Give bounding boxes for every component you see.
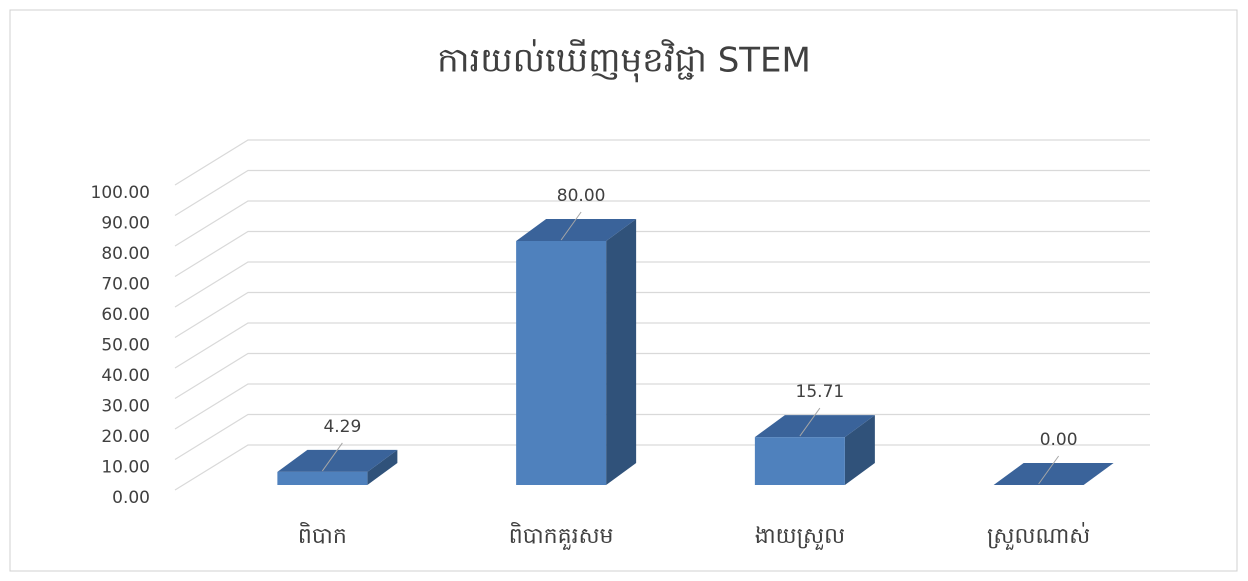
data-label: 15.71	[796, 382, 845, 402]
x-tick-label: ស្រួលណាស់	[987, 522, 1090, 550]
leader-line	[1038, 455, 1060, 485]
data-label: 80.00	[557, 186, 606, 206]
chart-title: ការយល់ឃើញមុខវិជ្ជា STEM	[437, 39, 811, 83]
grid-line	[174, 200, 1150, 247]
y-tick-label: 90.00	[101, 214, 150, 234]
grid-line	[174, 352, 1150, 400]
bar-front	[516, 241, 607, 485]
grid-line	[174, 291, 1150, 339]
bar-front	[754, 437, 845, 485]
y-tick-label: 60.00	[101, 305, 150, 325]
bar-top	[993, 463, 1114, 485]
bar-side	[844, 415, 875, 485]
y-tick-label: 50.00	[101, 336, 150, 356]
grid-line	[174, 383, 1150, 430]
bar	[754, 415, 875, 485]
y-tick-label: 30.00	[101, 397, 150, 417]
leader-line	[560, 211, 582, 241]
grid-line	[174, 230, 1150, 278]
bar	[993, 463, 1114, 485]
x-tick-label: ពិបាកគួរសម	[509, 522, 614, 550]
leader-line	[799, 407, 821, 437]
bar-side	[606, 219, 637, 485]
y-tick-label: 20.00	[101, 427, 150, 447]
bar-top	[516, 219, 637, 241]
data-label: 4.29	[323, 417, 361, 437]
grid-line	[174, 261, 1150, 308]
x-tick-label: ពិបាក	[298, 522, 347, 549]
y-tick-label: 70.00	[101, 275, 150, 295]
bar-front	[277, 471, 368, 485]
grid-line	[174, 169, 1150, 217]
data-label: 0.00	[1040, 430, 1078, 450]
bar-top	[277, 449, 398, 472]
grid-line	[174, 322, 1150, 369]
bar-side	[367, 449, 398, 485]
leader-line	[321, 442, 343, 472]
y-tick-label: 100.00	[91, 183, 150, 203]
y-tick-label: 0.00	[112, 488, 150, 508]
bar-top	[754, 415, 875, 438]
bar	[277, 449, 398, 485]
y-tick-label: 10.00	[101, 458, 150, 478]
grid-line	[174, 139, 1150, 186]
x-tick-label: ងាយស្រួល	[755, 524, 845, 550]
bar	[516, 219, 637, 485]
grid-line	[174, 413, 1150, 461]
y-tick-label: 40.00	[101, 366, 150, 386]
y-tick-label: 80.00	[101, 244, 150, 264]
